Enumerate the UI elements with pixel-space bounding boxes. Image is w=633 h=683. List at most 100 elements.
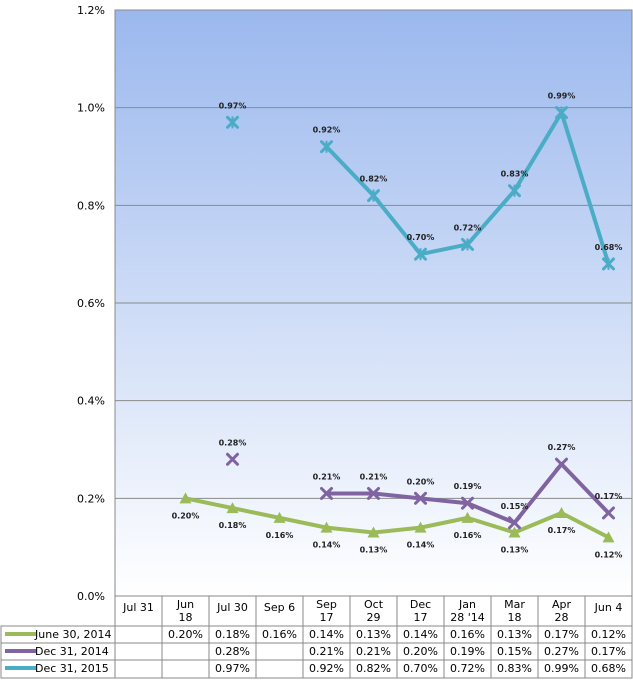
data-label: 0.17% <box>595 492 623 501</box>
x-tick-label: Jun 4 <box>594 601 623 614</box>
table-cell: 0.27% <box>544 645 579 658</box>
data-point <box>508 526 521 538</box>
table-cell: 0.28% <box>215 645 250 658</box>
x-tick-label: Sep 17 <box>316 598 337 624</box>
y-tick-label: 0.8% <box>77 199 105 212</box>
data-point <box>414 247 427 261</box>
data-label: 0.14% <box>407 541 435 550</box>
data-point <box>602 506 615 520</box>
table-cell: 0.16% <box>262 628 297 641</box>
table-cell: 0.21% <box>356 645 391 658</box>
table-cell: 0.13% <box>497 628 532 641</box>
data-point <box>508 516 521 530</box>
table-cell: 0.92% <box>309 662 344 675</box>
y-axis: 0.0% 0.2% 0.4% 0.6% 0.8% 1.0% 1.2% <box>77 4 105 603</box>
data-label: 0.20% <box>407 477 435 486</box>
table-cell: 0.19% <box>450 645 485 658</box>
table-cell: 0.14% <box>403 628 438 641</box>
data-point <box>461 511 474 523</box>
data-label: 0.13% <box>360 546 388 555</box>
table-cell: 0.82% <box>356 662 391 675</box>
table-cell: 0.14% <box>309 628 344 641</box>
data-point <box>320 140 333 154</box>
table-cell: 0.12% <box>591 628 626 641</box>
data-label: 0.21% <box>360 472 388 481</box>
table-cell: 0.13% <box>356 628 391 641</box>
data-point <box>320 521 333 533</box>
data-point <box>602 257 615 271</box>
table-cell: 0.21% <box>309 645 344 658</box>
data-label: 0.82% <box>360 175 388 184</box>
table-cell: 0.15% <box>497 645 532 658</box>
data-label: 0.99% <box>548 92 576 101</box>
data-label: 0.13% <box>501 546 529 555</box>
data-point <box>555 506 568 518</box>
y-tick-label: 0.2% <box>77 492 105 505</box>
data-label: 0.15% <box>501 502 529 511</box>
data-point <box>555 457 568 471</box>
data-label: 0.14% <box>313 541 341 550</box>
table-cell: 0.97% <box>215 662 250 675</box>
data-label: 0.97% <box>219 101 247 110</box>
x-tick-label: Jul 30 <box>216 601 248 614</box>
series-markers <box>179 106 615 543</box>
data-point <box>367 189 380 203</box>
table-cell: 0.18% <box>215 628 250 641</box>
data-label: 0.68% <box>595 243 623 252</box>
table-cell: 0.70% <box>403 662 438 675</box>
table-cell: 0.83% <box>497 662 532 675</box>
category-header-row <box>114 595 633 627</box>
data-label: 0.72% <box>454 223 482 232</box>
y-tick-label: 0.0% <box>77 590 105 603</box>
data-point <box>367 526 380 538</box>
table-cell: 0.17% <box>591 645 626 658</box>
legend-entry: Dec 31, 2015 <box>35 662 109 675</box>
x-tick-label: Apr 28 <box>552 598 572 624</box>
data-label: 0.16% <box>454 531 482 540</box>
x-tick-label: Sep 6 <box>264 601 295 614</box>
legend-entry: June 30, 2014 <box>34 628 111 641</box>
data-label: 0.17% <box>548 526 576 535</box>
table-cell: 0.99% <box>544 662 579 675</box>
y-tick-label: 1.2% <box>77 4 105 17</box>
data-table: Jul 31 Jun 18 Jul 30 Sep 6 Sep 17 Oct 29 Dec 17 Jan… <box>0 595 633 679</box>
data-point <box>367 486 380 500</box>
data-point <box>461 237 474 251</box>
data-label: 0.21% <box>313 472 341 481</box>
data-label: 0.92% <box>313 126 341 135</box>
data-label: 0.28% <box>219 438 247 447</box>
data-point <box>602 531 615 543</box>
data-point <box>320 486 333 500</box>
y-tick-label: 0.4% <box>77 395 105 408</box>
data-label: 0.83% <box>501 170 529 179</box>
data-label: 0.27% <box>548 443 576 452</box>
table-cell: 0.17% <box>544 628 579 641</box>
data-label: 0.19% <box>454 482 482 491</box>
data-point <box>414 521 427 533</box>
data-label: 0.16% <box>266 531 294 540</box>
data-labels: 0.20% 0.18% 0.16% 0.14% 0.13% 0.14% 0.16% 0.13%… <box>172 92 623 560</box>
data-label: 0.18% <box>219 521 247 530</box>
x-tick-label: Jan 28 '14 <box>450 598 485 624</box>
data-point <box>508 184 521 198</box>
series-line <box>183 496 611 540</box>
data-point <box>414 491 427 505</box>
data-point <box>226 502 239 514</box>
data-label: 0.70% <box>407 233 435 242</box>
legend-entry: Dec 31, 2014 <box>35 645 109 658</box>
data-label: 0.20% <box>172 511 200 520</box>
table-cell: 0.20% <box>403 645 438 658</box>
y-tick-label: 1.0% <box>77 102 105 115</box>
x-tick-label: Mar 18 <box>504 598 525 624</box>
table-cell: 0.72% <box>450 662 485 675</box>
table-cell: 0.68% <box>591 662 626 675</box>
data-point <box>226 115 239 129</box>
table-cell: 0.20% <box>168 628 203 641</box>
data-point <box>273 511 286 523</box>
data-point <box>555 106 568 120</box>
data-point <box>226 452 239 466</box>
y-tick-label: 0.6% <box>77 297 105 310</box>
x-tick-label: Jun 18 <box>176 598 194 624</box>
x-tick-label: Oct 29 <box>364 598 384 624</box>
